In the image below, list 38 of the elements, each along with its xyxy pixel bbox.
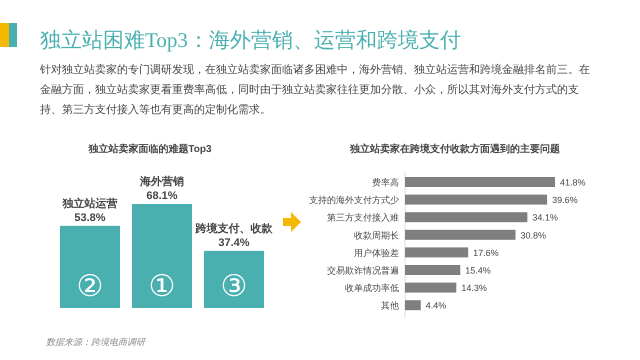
- chart-title: 独立站卖家在跨境支付收款方面遇到的主要问题: [349, 143, 560, 155]
- y-tick-label: 其他: [381, 300, 399, 311]
- bar: [405, 282, 456, 293]
- y-tick-label: 收款周期长: [354, 230, 399, 240]
- data-label: 68.1%: [146, 190, 178, 202]
- data-label: 41.8%: [560, 178, 586, 188]
- bar: [405, 194, 548, 205]
- data-label: 4.4%: [426, 300, 446, 311]
- y-tick-label: 收单成功率低: [345, 283, 399, 294]
- y-tick-label: 费率高: [372, 178, 399, 188]
- text: 针对独立站卖家的专门调研发现，在独立站卖家面临诸多困难中，海外营销、独立站运营和跨境金融排名前三。在金融方面，独立站卖家更看重费率高低，同时由于独立站卖家往往更加分散、小众，所以其对海外支付方式的支持、第三方支付接入等也有更高的定制化需求。: [40, 62, 591, 118]
- data-label: 17.6%: [473, 248, 499, 258]
- data-label: 53.8%: [74, 212, 106, 224]
- data-label: 30.8%: [520, 230, 546, 240]
- annotation: ③: [220, 270, 248, 303]
- annotation: ②: [76, 270, 104, 303]
- data-label: 37.4%: [218, 236, 250, 249]
- bar: [405, 247, 468, 258]
- x-tick-label: 跨境支付、收款: [194, 222, 274, 235]
- x-tick-label: 海外营销: [139, 175, 184, 188]
- bar: [405, 300, 421, 310]
- annotation: ①: [148, 270, 176, 303]
- bar: [405, 265, 460, 275]
- y-tick-label: 交易欺诈情况普遍: [327, 266, 399, 276]
- y-tick-label: 用户体验差: [354, 248, 399, 258]
- data-label: 14.3%: [461, 283, 487, 294]
- x-tick-label: 独立站运营: [62, 196, 118, 210]
- data-label: 15.4%: [465, 266, 491, 276]
- data-label: 34.1%: [532, 212, 558, 223]
- data-label: 39.6%: [552, 195, 578, 206]
- y-tick-label: 第三方支付接入难: [327, 212, 399, 223]
- bar: [405, 230, 516, 240]
- bar: [405, 177, 555, 187]
- chart-title: 独立站卖家面临的难题Top3: [87, 143, 212, 155]
- source-note: 数据来源：跨境电商调研: [46, 337, 147, 347]
- y-tick-label: 支持的海外支付方式少: [309, 195, 399, 206]
- text: 独立站困难Top3：海外营销、运营和跨境支付: [40, 28, 461, 52]
- bar: [405, 212, 528, 222]
